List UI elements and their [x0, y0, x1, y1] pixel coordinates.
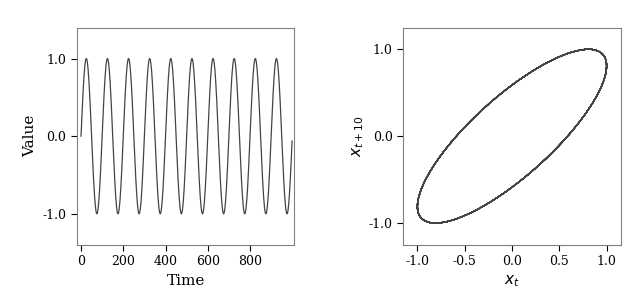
X-axis label: Time: Time [166, 274, 205, 288]
Y-axis label: Value: Value [23, 115, 37, 157]
Y-axis label: $x_{t+10}$: $x_{t+10}$ [350, 115, 366, 157]
X-axis label: $x_t$: $x_t$ [504, 274, 520, 289]
